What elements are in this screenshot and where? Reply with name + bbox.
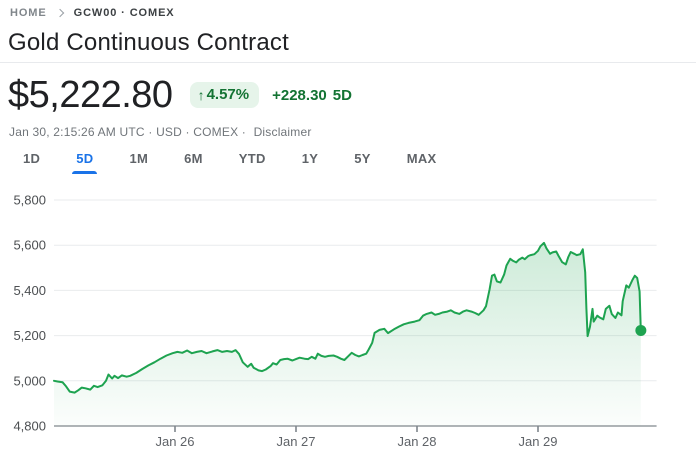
y-axis-label: 5,000 — [13, 373, 46, 388]
quote-timestamp: Jan 30, 2:15:26 AM UTC · USD · COMEX · — [9, 125, 247, 139]
quote-row: $5,222.80 ↑ 4.57% +228.30 5D — [8, 73, 352, 116]
page-title: Gold Continuous Contract — [8, 29, 289, 56]
tab-ytd[interactable]: YTD — [238, 151, 266, 166]
change-absolute-value: +228.30 — [272, 86, 327, 104]
price-chart-svg[interactable]: 4,800 5,000 5,200 5,400 5,600 5,800 Jan 26 Jan … — [0, 192, 696, 460]
tab-1d[interactable]: 1D — [23, 151, 41, 166]
disclaimer-link[interactable]: Disclaimer — [253, 125, 312, 139]
range-tabs: 1D 5D 1M 6M YTD 1Y 5Y MAX — [23, 151, 437, 174]
breadcrumb-symbol: GCW00 · COMEX — [73, 7, 175, 19]
change-percent-badge: ↑ 4.57% — [189, 82, 260, 108]
price-area-fill — [54, 242, 641, 426]
y-axis-label: 4,800 — [13, 419, 46, 434]
header-divider — [0, 62, 696, 63]
y-axis-label: 5,800 — [13, 193, 46, 208]
tab-1m[interactable]: 1M — [129, 151, 149, 166]
chevron-right-icon — [55, 8, 64, 18]
tab-5y[interactable]: 5Y — [354, 151, 371, 166]
y-axis-label: 5,400 — [13, 283, 46, 298]
x-axis-label: Jan 28 — [397, 434, 436, 449]
y-axis-label: 5,600 — [13, 238, 46, 253]
last-price-dot — [635, 324, 647, 336]
x-axis-label: Jan 27 — [276, 434, 315, 449]
tab-5d[interactable]: 5D — [72, 151, 98, 174]
x-axis-label: Jan 26 — [155, 434, 194, 449]
breadcrumb-home-link[interactable]: HOME — [10, 7, 47, 19]
price-line — [53, 241, 642, 394]
arrow-up-icon: ↑ — [197, 86, 205, 103]
x-axis-label: Jan 29 — [518, 434, 557, 449]
change-percent: 4.57% — [206, 86, 250, 103]
price-chart[interactable]: 4,800 5,000 5,200 5,400 5,600 5,800 Jan 26 Jan … — [0, 192, 696, 460]
y-axis-label: 5,200 — [13, 328, 46, 343]
price-value: $5,222.80 — [8, 73, 173, 116]
tab-max[interactable]: MAX — [406, 151, 437, 166]
tab-1y[interactable]: 1Y — [301, 151, 319, 166]
change-period: 5D — [332, 86, 352, 104]
tab-6m[interactable]: 6M — [184, 151, 203, 166]
change-absolute: +228.30 5D — [272, 87, 352, 104]
breadcrumb: HOME GCW00 · COMEX — [10, 7, 175, 19]
quote-meta: Jan 30, 2:15:26 AM UTC · USD · COMEX · D… — [9, 125, 312, 139]
